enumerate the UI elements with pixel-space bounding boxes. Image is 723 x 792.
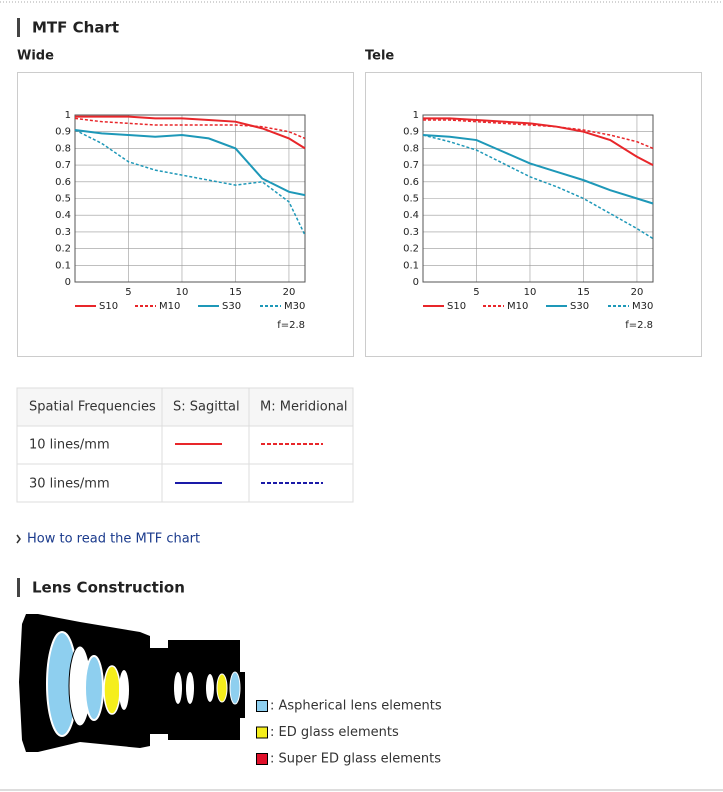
- y-tick-label: 0.3: [55, 227, 71, 238]
- plot-frame: [422, 114, 654, 283]
- legend-label: S30: [222, 301, 241, 312]
- chart-frame: [17, 72, 354, 357]
- lens-element: [216, 673, 228, 703]
- chart-annotation: f=2.8: [277, 320, 305, 331]
- legend-label: : Aspherical lens elements: [270, 699, 442, 714]
- table-header: M: Meridional: [260, 400, 348, 415]
- legend-swatch: [256, 726, 268, 739]
- y-tick-label: 0.7: [403, 160, 419, 171]
- section-title: Lens Construction: [32, 579, 185, 597]
- table-cell: 30 lines/mm: [29, 477, 110, 492]
- series-line: [423, 119, 654, 150]
- lens-diagram: [19, 614, 245, 752]
- legend-label: S10: [447, 301, 466, 312]
- heading-bar: [17, 578, 20, 597]
- x-tick-label: 10: [176, 287, 189, 298]
- frequency-table: Spatial Frequencies S: Sagittal M: Merid…: [16, 387, 354, 503]
- table-header: S: Sagittal: [173, 400, 240, 415]
- series-line: [422, 134, 654, 205]
- x-tick-label: 10: [524, 287, 537, 298]
- y-tick-label: 0.1: [55, 260, 71, 271]
- x-tick-label: 20: [631, 287, 644, 298]
- y-tick-label: 0.8: [403, 143, 419, 154]
- chart-annotation: f=2.8: [625, 320, 653, 331]
- y-tick-label: 0.6: [403, 177, 419, 188]
- mtf-help-link[interactable]: How to read the MTF chart: [27, 532, 200, 547]
- y-tick-label: 1: [413, 110, 419, 121]
- legend-label: M10: [159, 301, 180, 312]
- lens-element: [229, 671, 241, 705]
- series-line: [423, 117, 654, 166]
- chart-title: Tele: [365, 49, 394, 64]
- y-tick-label: 0.6: [55, 177, 71, 188]
- y-tick-label: 0.4: [55, 210, 71, 221]
- table-header: Spatial Frequencies: [29, 400, 156, 415]
- legend-swatch: [256, 753, 268, 765]
- x-tick-label: 5: [125, 287, 131, 298]
- legend-swatch: [256, 700, 268, 712]
- y-tick-label: 0.7: [55, 160, 71, 171]
- legend-label: M30: [284, 301, 305, 312]
- legend-label: : Super ED glass elements: [270, 752, 441, 767]
- series-line: [422, 134, 654, 240]
- section-title: MTF Chart: [32, 19, 119, 37]
- legend-label: M30: [632, 301, 653, 312]
- series-line: [74, 129, 306, 197]
- lens-element: [174, 672, 182, 704]
- x-tick-label: 20: [283, 287, 296, 298]
- chart-title: Wide: [17, 49, 54, 64]
- y-tick-label: 0: [65, 277, 71, 288]
- y-tick-label: 0.2: [403, 244, 419, 255]
- y-tick-label: 0.5: [403, 194, 419, 205]
- y-tick-label: 0.8: [55, 143, 71, 154]
- chart-frame: [365, 72, 702, 357]
- y-tick-label: 0.4: [403, 210, 419, 221]
- table-header-bg: [17, 388, 353, 426]
- y-tick-label: 0.2: [55, 244, 71, 255]
- lens-element: [84, 655, 104, 721]
- legend-label: S10: [99, 301, 118, 312]
- legend-label: M10: [507, 301, 528, 312]
- x-tick-label: 15: [229, 287, 242, 298]
- lens-element: [186, 672, 194, 704]
- lens-element: [206, 674, 214, 702]
- y-tick-label: 0.1: [403, 260, 419, 271]
- y-tick-label: 0: [413, 277, 419, 288]
- table-cell: 10 lines/mm: [29, 438, 110, 453]
- y-tick-label: 0.5: [55, 194, 71, 205]
- series-line: [75, 115, 306, 150]
- legend-label: S30: [570, 301, 589, 312]
- heading-bar: [17, 18, 20, 37]
- plot-frame: [74, 114, 306, 283]
- y-tick-label: 1: [65, 110, 71, 121]
- series-line: [74, 129, 306, 236]
- lens-element: [119, 670, 129, 710]
- x-tick-label: 15: [577, 287, 590, 298]
- y-tick-label: 0.9: [403, 127, 419, 138]
- x-tick-label: 5: [473, 287, 479, 298]
- series-line: [74, 117, 306, 140]
- y-tick-label: 0.3: [403, 227, 419, 238]
- legend-label: : ED glass elements: [270, 725, 399, 740]
- lens-element: [103, 665, 121, 715]
- chevron: [16, 534, 21, 544]
- y-tick-label: 0.9: [55, 127, 71, 138]
